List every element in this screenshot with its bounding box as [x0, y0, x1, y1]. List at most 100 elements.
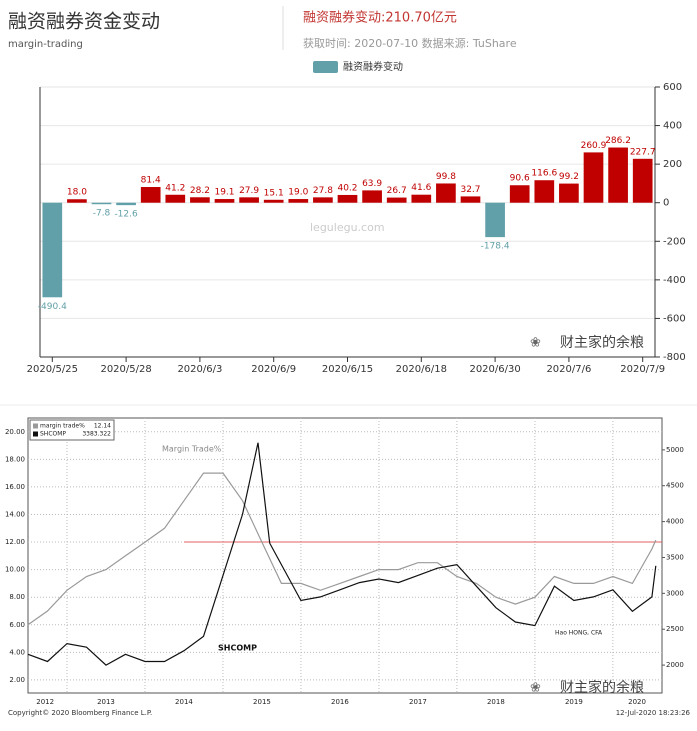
- x-tick-label: 2020/6/3: [177, 364, 222, 375]
- annotation: Hao HONG, CFA: [555, 630, 603, 637]
- bar: [509, 185, 530, 203]
- info: 获取时间: 2020-07-10 数据来源: TuShare: [303, 36, 517, 50]
- data-label: 227.7: [630, 147, 656, 157]
- data-label: 15.1: [264, 188, 284, 198]
- bar: [140, 187, 161, 203]
- bar: [116, 202, 136, 206]
- copyright: Copyright© 2020 Bloomberg Finance L.P.: [8, 709, 152, 717]
- watermark-icon: ❀: [530, 681, 541, 696]
- bar: [165, 194, 186, 203]
- y2-tick-label: 4500: [666, 482, 684, 490]
- bar: [583, 152, 604, 203]
- x-tick-label: 2016: [331, 698, 349, 706]
- data-label: 28.2: [190, 186, 210, 196]
- y2-tick-label: 2000: [666, 661, 684, 669]
- x-tick-label: 2020/7/9: [620, 364, 665, 375]
- x-tick-label: 2020/6/18: [396, 364, 447, 375]
- summary: 融资融券变动:210.70亿元: [303, 10, 457, 26]
- legend-label: margin trade%: [40, 423, 85, 430]
- watermark: 财主家的余粮: [560, 334, 644, 351]
- x-tick-label: 2020/6/15: [322, 364, 373, 375]
- data-label: 18.0: [67, 188, 87, 198]
- data-label: 63.9: [362, 179, 382, 189]
- bar: [263, 199, 284, 203]
- subtitle: margin-trading: [8, 39, 83, 50]
- y2-tick-label: 2500: [666, 625, 684, 633]
- title: 融资融券资金变动: [8, 11, 160, 33]
- x-tick-label: 2020/7/6: [546, 364, 591, 375]
- watermark: 财主家的余粮: [560, 679, 644, 696]
- watermark: legulegu.com: [310, 221, 385, 234]
- y-tick-label: -800: [663, 352, 686, 363]
- data-label: 81.4: [141, 176, 161, 186]
- bar: [608, 147, 628, 203]
- y-tick-label: 200: [663, 159, 682, 170]
- y-tick-label: 12.00: [5, 538, 25, 546]
- legend-label: 融资融券变动: [343, 60, 403, 73]
- bar: [313, 197, 333, 203]
- x-tick-label: 2019: [565, 698, 583, 706]
- data-label: 90.6: [510, 174, 530, 184]
- annotation: SHCOMP: [218, 644, 257, 653]
- y-tick-label: -600: [663, 313, 686, 324]
- data-label: 99.8: [436, 172, 456, 182]
- annotation: Margin Trade%: [162, 445, 222, 454]
- data-label: -490.4: [38, 302, 67, 312]
- y-tick-label: 2.00: [9, 676, 25, 684]
- data-label: -178.4: [481, 242, 510, 252]
- bar: [411, 194, 432, 203]
- x-tick-label: 2020/5/25: [27, 364, 78, 375]
- y-tick-label: 10.00: [5, 566, 25, 574]
- x-tick-label: 2013: [97, 698, 115, 706]
- bar: [337, 194, 358, 203]
- y2-tick-label: 4000: [666, 518, 684, 526]
- bar: [632, 158, 653, 203]
- legend-swatch: [313, 61, 338, 73]
- x-tick-label: 2020: [628, 698, 646, 706]
- y2-tick-label: 3000: [666, 589, 684, 597]
- x-tick-label: 2015: [253, 698, 271, 706]
- x-tick-label: 2020/6/9: [251, 364, 296, 375]
- y-tick-label: 0: [663, 198, 669, 209]
- series-line: [27, 472, 657, 626]
- legend-value: 3383.322: [82, 431, 111, 438]
- data-label: 32.7: [460, 185, 480, 195]
- bar: [534, 180, 555, 203]
- x-tick-label: 2020/6/30: [469, 364, 520, 375]
- data-label: 19.0: [288, 188, 308, 198]
- data-label: 27.9: [239, 186, 259, 196]
- y-tick-label: 4.00: [9, 648, 25, 656]
- x-tick-label: 2012: [36, 698, 54, 706]
- bar: [67, 199, 87, 203]
- data-label: -12.6: [114, 210, 138, 220]
- bar: [42, 202, 63, 298]
- bar: [190, 197, 210, 203]
- data-label: 26.7: [387, 186, 407, 196]
- x-tick-label: 2018: [487, 698, 505, 706]
- y2-tick-label: 3500: [666, 553, 684, 561]
- legend-value: 12.14: [94, 423, 111, 430]
- data-label: 19.1: [214, 188, 234, 198]
- legend-swatch: [33, 423, 38, 429]
- plot-frame: [27, 417, 663, 694]
- timestamp: 12-Jul-2020 18:23:26: [616, 709, 691, 717]
- watermark-icon: ❀: [530, 336, 541, 351]
- bar: [288, 199, 309, 203]
- data-label: 40.2: [337, 183, 357, 193]
- series-line: [27, 442, 657, 666]
- bar: [485, 202, 505, 238]
- data-label: 27.8: [313, 186, 333, 196]
- data-label: -7.8: [93, 209, 111, 219]
- y-tick-label: -400: [663, 275, 686, 286]
- x-tick-label: 2017: [409, 698, 427, 706]
- y-tick-label: -200: [663, 236, 686, 247]
- y2-tick-label: 5000: [666, 446, 684, 454]
- bar: [214, 199, 235, 203]
- legend-label: SHCOMP: [40, 431, 66, 438]
- legend-box: [29, 419, 115, 441]
- data-label: 41.2: [165, 183, 185, 193]
- legend-swatch: [33, 431, 38, 437]
- y-tick-label: 20.00: [5, 428, 25, 436]
- bar: [436, 183, 456, 203]
